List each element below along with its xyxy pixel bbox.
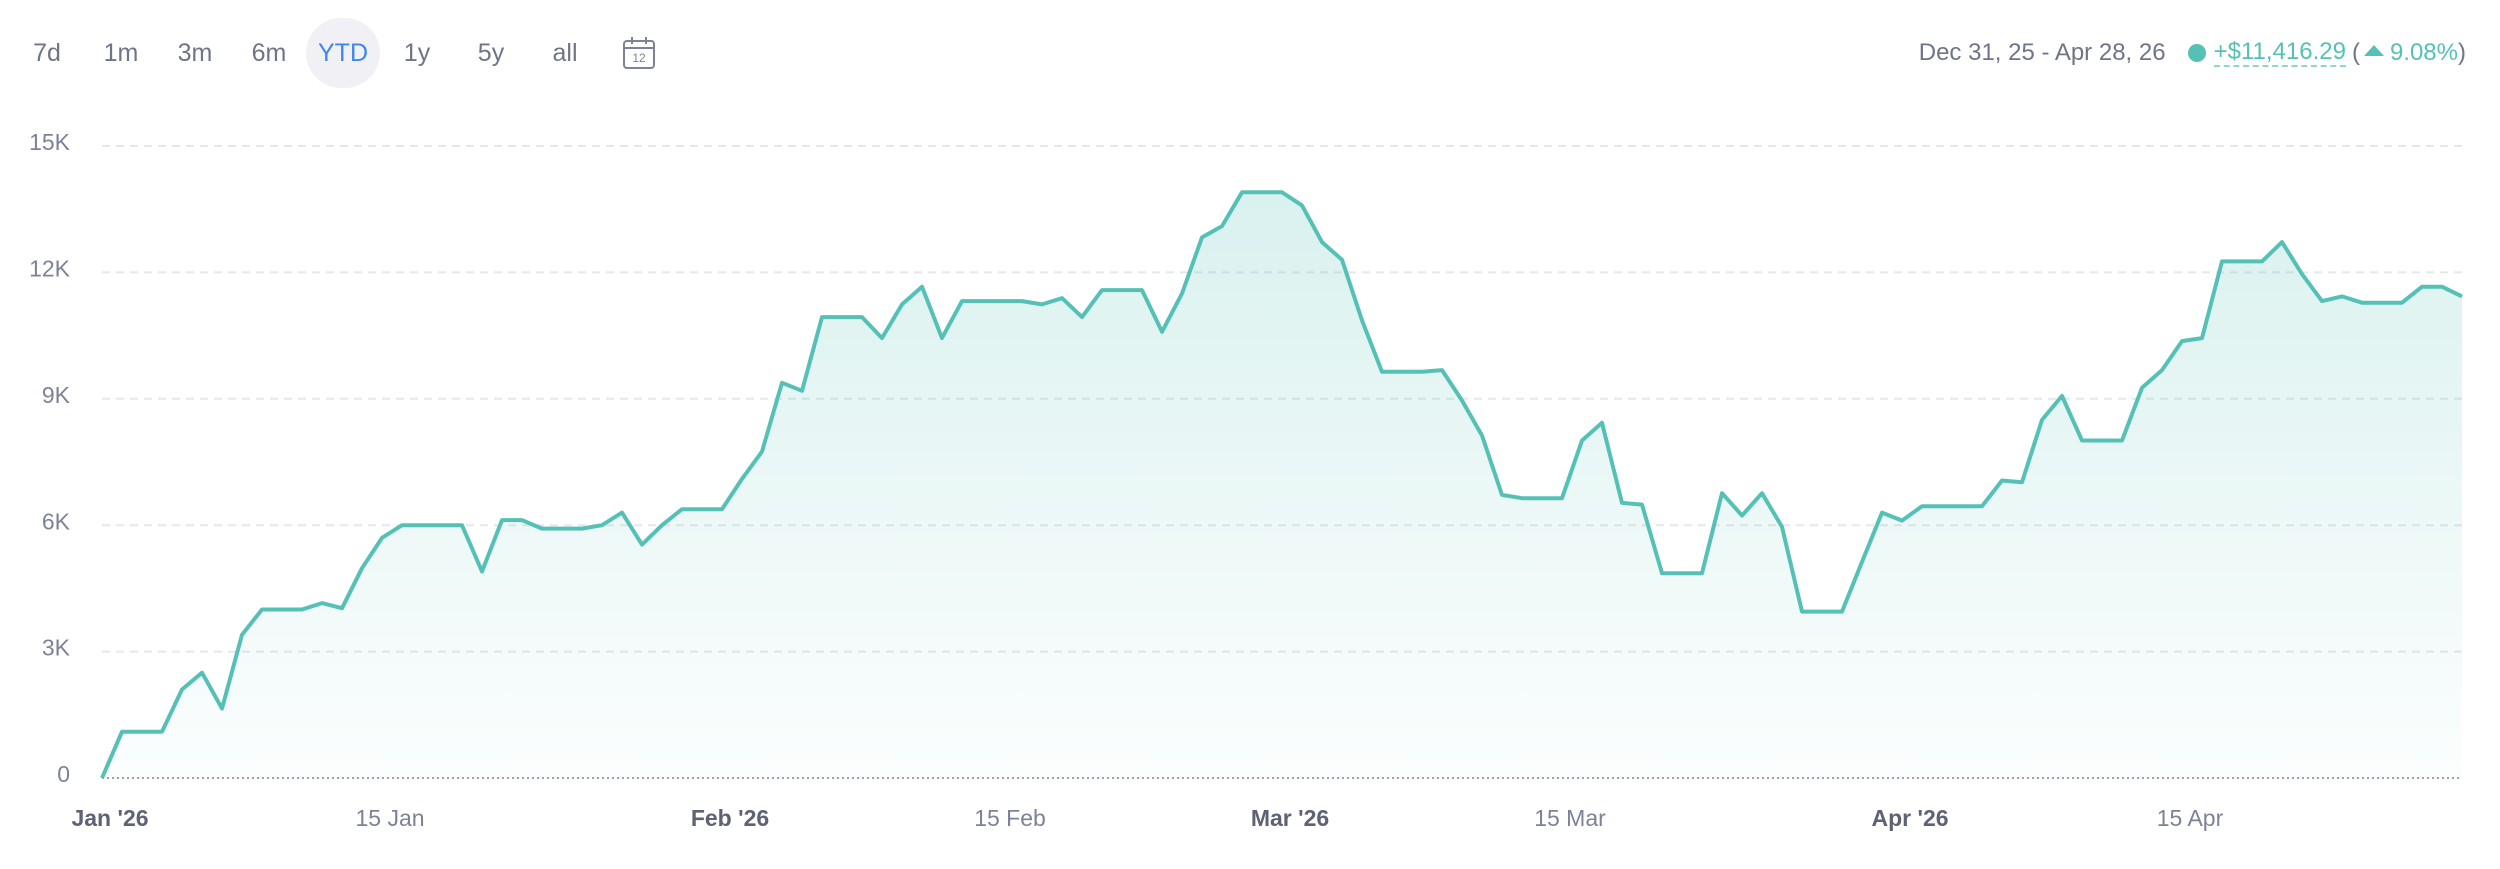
x-tick-label: Apr '26: [1871, 805, 1948, 831]
x-tick-label: 15 Feb: [974, 805, 1046, 831]
x-tick-label: 15 Mar: [1534, 805, 1606, 831]
change-percent: 9.08%: [2389, 39, 2458, 66]
x-tick-label: Jan '26: [71, 805, 148, 831]
y-tick-label: 9K: [42, 382, 71, 408]
x-tick-label: 15 Apr: [2157, 805, 2224, 831]
line: [100, 190, 2463, 779]
y-tick-label: 12K: [29, 255, 71, 281]
summary: Dec 31, 25 - Apr 28, 26 +$11,416.29 ( 9.…: [1919, 18, 2466, 88]
x-tick-label: 15 Jan: [355, 805, 424, 831]
range-button[interactable]: 1y: [403, 38, 431, 67]
y-tick-label: 3K: [42, 635, 71, 661]
calendar-icon: 12: [623, 37, 655, 69]
date-range: Dec 31, 25 - Apr 28, 26: [1918, 39, 2166, 66]
x-tick-label: Mar '26: [1251, 805, 1329, 831]
range-button[interactable]: all: [552, 38, 578, 67]
paren-open: (: [2351, 39, 2360, 66]
paren-close: ): [2458, 39, 2466, 66]
range-button[interactable]: 6m: [251, 38, 287, 67]
range-button[interactable]: 7d: [33, 38, 61, 67]
range-button[interactable]: 1m: [103, 38, 139, 67]
range-buttons: 7d 1m 3m 6m YTD 1y 5y all 12: [10, 18, 676, 88]
calendar-day: 12: [632, 51, 646, 65]
legend-dot: [2187, 44, 2206, 62]
range-button[interactable]: 5y: [477, 38, 505, 67]
y-tick-label: 6K: [42, 508, 71, 534]
y-tick-label: 0: [57, 761, 70, 787]
y-tick-label: 15K: [29, 129, 71, 155]
up-arrow: [2363, 44, 2384, 56]
area: [102, 192, 2462, 779]
change-amount[interactable]: +$11,416.29: [2213, 38, 2346, 67]
range-button[interactable]: 3m: [177, 38, 213, 67]
x-tick-label: Feb '26: [691, 805, 769, 831]
range-button[interactable]: YTD: [306, 18, 380, 88]
calendar-button[interactable]: 12: [602, 18, 676, 88]
